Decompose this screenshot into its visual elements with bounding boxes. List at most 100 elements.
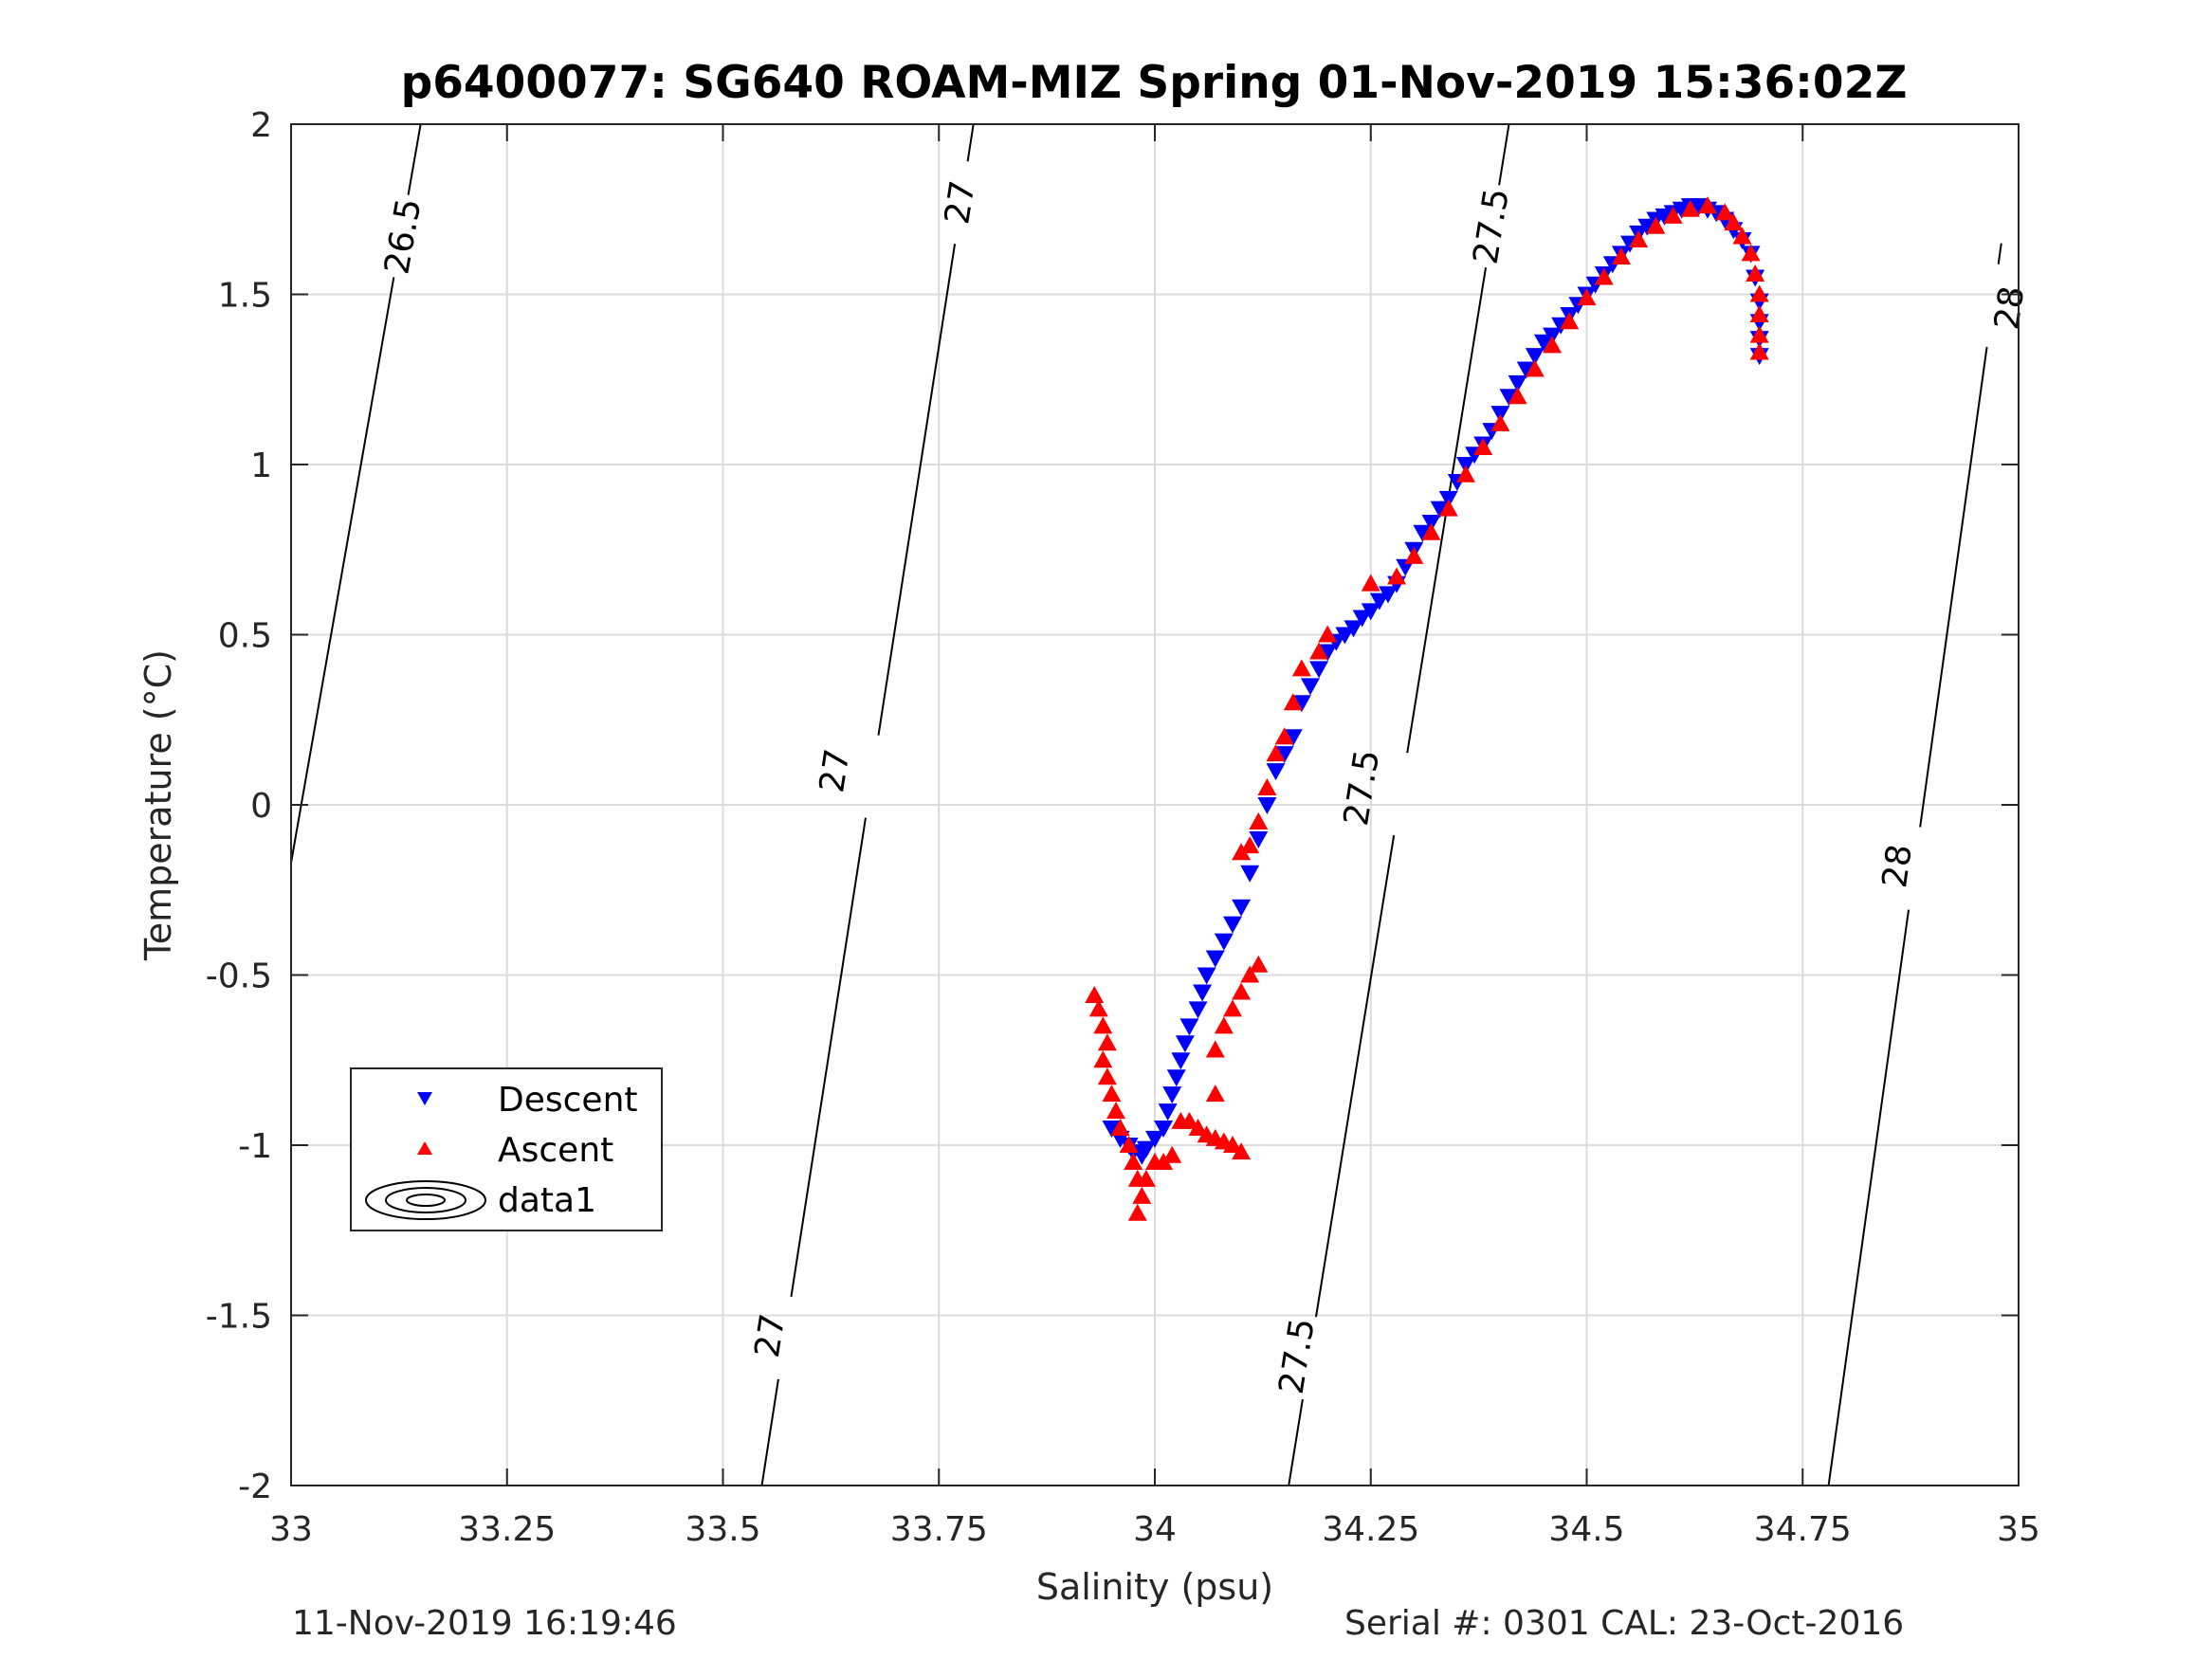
ascent-point	[1266, 744, 1286, 762]
descent-point	[1193, 984, 1213, 1002]
x-tick-label: 33.75	[890, 1510, 988, 1549]
contour-line	[1314, 834, 1396, 1318]
descent-point	[1257, 797, 1277, 814]
ascent-point	[1124, 1152, 1143, 1170]
x-tick-label: 34	[1133, 1510, 1177, 1549]
ascent-point	[1646, 216, 1666, 234]
ascent-point	[1680, 199, 1700, 217]
contour-line	[966, 123, 975, 162]
ascent-point	[1663, 206, 1683, 224]
contour-line	[790, 817, 867, 1298]
ascent-point	[1594, 267, 1614, 285]
ascent-point	[1560, 312, 1580, 330]
ascent-point	[1421, 522, 1441, 540]
descent-point	[1525, 348, 1545, 366]
ascent-point	[1732, 227, 1752, 245]
ascent-point	[1283, 693, 1303, 711]
descent-point	[1249, 830, 1269, 848]
footer-timestamp: 11-Nov-2019 16:19:46	[292, 1604, 677, 1643]
descent-point	[1378, 586, 1398, 604]
ascent-point	[1136, 1169, 1156, 1187]
descent-point	[1175, 1035, 1195, 1053]
ascent-point	[1205, 1085, 1225, 1103]
ascent-point	[1232, 982, 1252, 1000]
legend-descent-label: Descent	[498, 1081, 638, 1120]
ascent-point	[1291, 659, 1311, 677]
descent-point	[1136, 1140, 1156, 1158]
contour-line	[407, 123, 422, 195]
legend-ascent-label: Ascent	[498, 1131, 613, 1170]
contour-line	[1919, 346, 1988, 828]
descent-point	[1413, 524, 1433, 542]
descent-point	[1352, 610, 1372, 628]
descent-point	[1430, 501, 1450, 519]
descent-point	[1335, 627, 1355, 645]
y-tick-label: -1	[238, 1127, 272, 1166]
contour-line	[1827, 909, 1910, 1486]
ascent-point	[1455, 465, 1475, 483]
ascent-point	[1741, 244, 1761, 262]
y-tick-label: 0.5	[218, 617, 272, 656]
y-axis-label: Temperature (°C)	[137, 649, 179, 961]
ascent-point	[1249, 955, 1269, 973]
contour-line	[760, 1378, 779, 1486]
ascent-point	[1240, 965, 1260, 983]
x-tick-label: 35	[1997, 1510, 2040, 1549]
ascent-point	[1577, 288, 1597, 306]
descent-point	[1102, 1121, 1122, 1139]
descent-point	[1240, 865, 1260, 883]
contour-label: 27	[748, 1311, 794, 1360]
descent-point	[1154, 1121, 1174, 1139]
descent-point	[1266, 763, 1286, 781]
ascent-point	[1093, 1016, 1113, 1034]
ascent-point	[1232, 843, 1252, 861]
ascent-point	[1724, 213, 1744, 231]
y-tick-label: 1.5	[218, 277, 272, 316]
ascent-point	[1508, 387, 1527, 405]
x-axis-ticks: 33 33.25 33.5 33.75 34 34.25 34.5 34.75 35	[269, 124, 2040, 1549]
ascent-point	[1154, 1152, 1174, 1170]
descent-point	[1533, 334, 1553, 352]
x-tick-label: 33.5	[685, 1510, 760, 1549]
ascent-point	[1257, 778, 1277, 796]
x-tick-label: 34.75	[1754, 1510, 1852, 1549]
legend-descent-marker	[417, 1092, 432, 1105]
ascent-point	[1232, 1142, 1252, 1160]
contour-line	[1498, 123, 1510, 186]
ascent-point	[1097, 1033, 1117, 1051]
descent-point	[1205, 950, 1225, 968]
ascent-point	[1749, 325, 1769, 343]
x-tick-label: 33.25	[458, 1510, 556, 1549]
series-ascent	[1085, 196, 1769, 1221]
ascent-point	[1715, 203, 1735, 221]
ascent-point	[1240, 836, 1260, 854]
y-tick-label: 2	[250, 106, 272, 145]
y-tick-label: -2	[238, 1468, 272, 1506]
ascent-point	[1438, 499, 1458, 517]
descent-point	[1318, 644, 1338, 662]
descent-point	[1166, 1069, 1186, 1087]
descent-point	[1179, 1018, 1199, 1036]
ascent-point	[1102, 1085, 1122, 1103]
descent-point	[1158, 1103, 1178, 1121]
ascent-point	[1179, 1111, 1199, 1129]
ascent-point	[1361, 574, 1380, 592]
ascent-point	[1214, 1016, 1234, 1034]
grid-lines	[290, 123, 2020, 1486]
ascent-point	[1093, 1050, 1113, 1068]
descent-point	[1222, 916, 1242, 934]
ascent-point	[1222, 1136, 1242, 1153]
ascent-point	[1749, 305, 1769, 323]
contour-label: 28	[1987, 283, 2032, 332]
contour-line	[290, 277, 395, 864]
ascent-point	[1110, 1119, 1130, 1137]
descent-point	[1283, 729, 1303, 747]
y-tick-label: -0.5	[206, 957, 272, 996]
y-tick-label: 0	[250, 787, 272, 826]
ascent-point	[1249, 811, 1269, 830]
ascent-point	[1274, 727, 1294, 745]
descent-point	[1291, 695, 1311, 713]
ascent-point	[1387, 567, 1407, 585]
y-tick-label: -1.5	[206, 1298, 272, 1337]
